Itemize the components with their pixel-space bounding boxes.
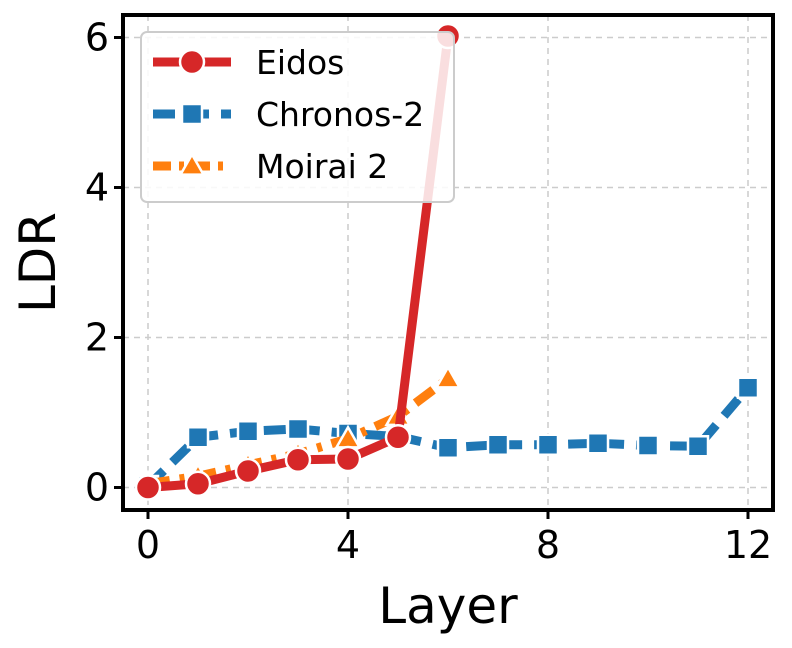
data-point-chronos-2 [186,426,210,449]
data-point-chronos-2 [536,433,560,456]
data-point-eidos [184,470,212,497]
x-tick-label: 12 [724,523,772,567]
data-point-chronos-2 [286,417,310,441]
data-point-chronos-2 [436,436,460,459]
legend-entry-chronos-2: Chronos-2 [153,95,424,134]
data-point-eidos [384,424,412,451]
series-eidos [134,22,462,501]
plot-frame [121,13,775,512]
y-tick-label: 2 [85,316,109,360]
data-point-chronos-2 [736,376,760,399]
data-point-eidos [234,457,262,485]
x-tick-label: 4 [336,523,360,567]
legend-box [140,31,455,203]
legend-marker-eidos [178,48,206,76]
x-tick-label: 8 [536,523,560,567]
data-point-moirai-2 [434,364,462,389]
y-axis-label: LDR [9,212,67,313]
data-point-eidos [134,474,162,501]
legend-marker-chronos-2 [180,102,204,126]
axis-ticks: 0 4 8 12 0 2 4 6 [85,16,772,568]
data-point-chronos-2 [486,433,510,456]
y-tick-label: 4 [85,166,109,210]
data-point-eidos [334,445,362,473]
legend-label-moirai-2: Moirai 2 [256,147,388,186]
legend-label-eidos: Eidos [256,43,344,82]
x-axis-label: Layer [378,577,518,635]
data-point-chronos-2 [636,434,660,457]
legend-label-chronos-2: Chronos-2 [256,95,424,134]
data-point-chronos-2 [686,435,710,458]
legend: Eidos Chronos-2 Moirai 2 [140,31,455,203]
data-point-eidos [284,446,312,473]
data-point-chronos-2 [236,420,260,443]
x-tick-label: 0 [136,523,160,567]
data-point-chronos-2 [586,432,610,455]
legend-entry-eidos: Eidos [153,43,344,82]
legend-entry-moirai-2: Moirai 2 [153,147,388,186]
legend-marker-moirai-2 [178,151,206,176]
series-layer [134,22,760,501]
y-tick-label: 6 [85,16,109,60]
y-tick-label: 0 [85,466,109,510]
